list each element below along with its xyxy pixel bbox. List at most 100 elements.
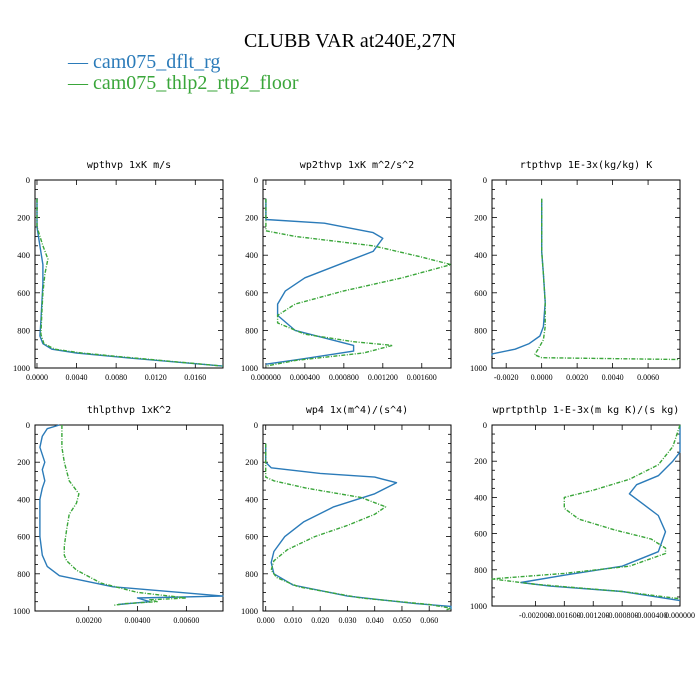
series-line-floor [265,198,452,367]
x-tick-label: 0.000800 [329,373,359,382]
y-tick-label: 200 [245,213,258,223]
x-tick-label: 0.060 [420,616,438,625]
plot-frame [34,424,224,612]
series-line-dflt [491,198,546,356]
x-tick-label: -0.000800 [606,611,639,620]
y-tick-label: 1000 [241,363,258,373]
y-tick-label: 0 [254,420,258,430]
legend: — cam075_dflt_rg — cam075_thlp2_rtp2_flo… [68,52,299,94]
x-tick-label: 0.00600 [173,616,199,625]
series-line-dflt [36,198,224,367]
y-tick-label: 400 [245,250,258,260]
x-tick-label: 0.0160 [184,373,206,382]
series-line-floor [36,198,224,367]
chart-title: rtpthvp 1E-3x(kg/kg) K [520,160,652,171]
y-tick-label: 800 [474,325,487,335]
series-line-dflt [265,443,452,610]
chart-panel-6: wprtpthlp 1-E-3x(m kg K)/(s kg) 0 200 400 60… [470,405,695,620]
x-tick-label: 0.001600 [407,373,437,382]
x-tick-label: 0.000 [257,616,275,625]
y-tick-label: 1000 [13,363,30,373]
y-tick-label: 0 [26,420,30,430]
plot-frame [491,424,681,607]
legend-entry-floor: — cam075_thlp2_rtp2_floor [68,72,299,94]
series-line-floor [265,443,452,611]
y-tick-label: 600 [17,532,30,542]
x-tick-label: 0.00200 [76,616,102,625]
plot-frame [262,179,452,369]
series-line-dflt [39,424,224,606]
chart-title: wp4 1x(m^4)/(s^4) [306,405,408,416]
chart-panel-3: rtpthvp 1E-3x(kg/kg) K 0 200 400 600 800 1000-… [470,160,681,382]
x-tick-label: 0.0060 [637,373,659,382]
y-tick-label: 800 [245,569,258,579]
y-tick-label: 800 [17,325,30,335]
x-tick-label: -0.001200 [577,611,610,620]
x-tick-label: 0.0040 [602,373,624,382]
x-tick-label: 0.000400 [290,373,320,382]
chart-title: thlpthvp 1xK^2 [87,405,171,416]
y-tick-label: 400 [17,250,30,260]
x-tick-label: -0.001600 [548,611,581,620]
y-tick-label: 600 [245,288,258,298]
y-tick-label: 600 [474,529,487,539]
x-tick-label: -0.0020 [494,373,519,382]
x-tick-label: 0.001200 [368,373,398,382]
chart-title: wpthvp 1xK m/s [87,160,171,171]
y-tick-label: 0 [26,175,30,185]
y-tick-label: 600 [245,532,258,542]
plot-frame [262,424,452,612]
chart-panel-2: wp2thvp 1xK m^2/s^2020040060080010000.00… [241,160,452,382]
y-tick-label: 400 [474,492,487,502]
y-tick-label: 600 [17,288,30,298]
y-tick-label: 800 [245,325,258,335]
series-line-dflt [265,198,384,365]
y-tick-label: 400 [474,250,487,260]
x-tick-label: -0.000400 [635,611,668,620]
chart-title: wp2thvp 1xK m^2/s^2 [300,160,414,171]
chart-panel-4: thlpthvp 1xK^2 0 200 400 600 800 1000 0.00200 0.… [13,405,224,625]
plot-frame [34,179,224,369]
series-line-floor [491,424,681,600]
x-tick-label: 0.000000 [251,373,281,382]
y-tick-label: 200 [245,457,258,467]
x-tick-label: 0.0120 [145,373,167,382]
x-tick-label: 0.040 [366,616,384,625]
y-tick-label: 800 [17,569,30,579]
y-tick-label: 200 [474,213,487,223]
figure-title: CLUBB VAR at240E,27N [243,30,457,52]
x-tick-label: 0.020 [311,616,329,625]
plot-frame [491,179,681,369]
x-tick-label: 0.030 [338,616,356,625]
y-tick-label: 200 [17,213,30,223]
y-tick-label: 0 [483,420,487,430]
x-tick-label: 0.0000 [531,373,553,382]
series-line-floor [533,198,681,361]
y-tick-label: 0 [483,175,487,185]
y-tick-label: 200 [17,457,30,467]
x-tick-label: 0.0040 [66,373,88,382]
x-tick-label: 0.010 [284,616,302,625]
y-tick-label: 600 [474,288,487,298]
series-line-floor [61,425,188,607]
x-tick-label: 0.0020 [566,373,588,382]
x-tick-label: 0.0000 [26,373,48,382]
x-tick-label: -0.002000 [519,611,552,620]
y-tick-label: 400 [17,494,30,504]
chart-title: wprtpthlp 1-E-3x(m kg K)/(s kg) [493,405,680,416]
legend-entry-dflt: — cam075_dflt_rg [68,51,221,73]
y-tick-label: 1000 [241,606,258,616]
y-tick-label: 0 [254,175,258,185]
y-tick-label: 200 [474,456,487,466]
x-tick-label: 0.00400 [125,616,151,625]
x-tick-label: 0.050 [393,616,411,625]
y-tick-label: 1000 [13,606,30,616]
y-tick-label: 800 [474,565,487,575]
x-tick-label: 0.000000 [665,611,695,620]
y-tick-label: 1000 [470,363,487,373]
y-tick-label: 400 [245,494,258,504]
